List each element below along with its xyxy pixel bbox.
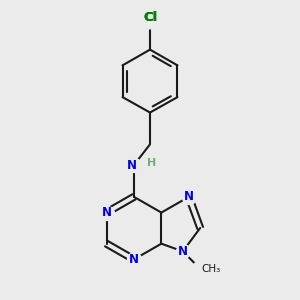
Text: H: H (147, 158, 156, 168)
Text: Cl: Cl (143, 11, 157, 24)
Text: N: N (127, 159, 136, 172)
Text: N: N (178, 245, 188, 258)
Text: CH₃: CH₃ (202, 264, 221, 274)
Text: Cl: Cl (143, 11, 157, 24)
Text: N: N (101, 206, 112, 219)
Text: N: N (129, 253, 139, 266)
Text: Cl: Cl (143, 11, 157, 24)
Text: N: N (184, 190, 194, 203)
